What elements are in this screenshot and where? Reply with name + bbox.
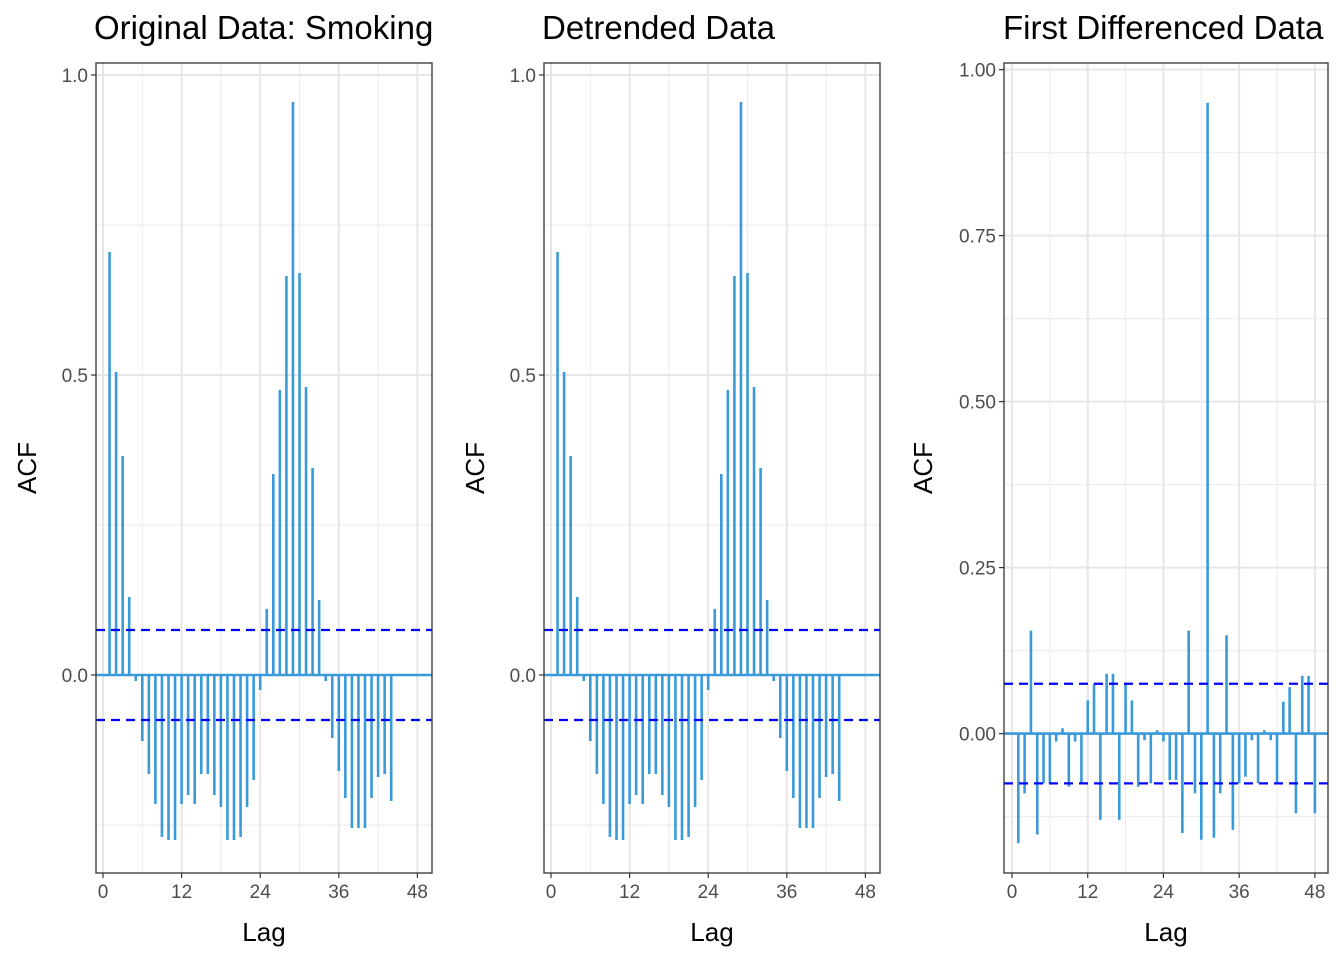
panel-original-data: Original Data: Smoking 0.0 0.5 1.0 0 12 24 36… [12,9,433,947]
y-axis-label: ACF [460,442,490,494]
panel-detrended-data: Detrended Data 0.0 0.5 1.0 0 12 24 36 48 Lag A… [460,9,881,947]
y-tick-label: 0.0 [62,666,88,687]
y-tick-label: 0.25 [959,559,996,580]
y-axis-label: ACF [908,442,938,494]
panel-title: Original Data: Smoking [94,9,433,46]
y-tick-label: 0.5 [62,366,88,387]
plot-panel [544,63,880,873]
y-axis-ticks: 0.00 0.25 0.50 0.75 1.00 [959,61,1004,746]
plot-border [543,62,881,874]
x-tick-label: 0 [98,882,109,903]
y-tick-label: 1.0 [62,66,88,87]
confidence-bounds [1004,682,1328,785]
x-tick-label: 36 [1229,882,1250,903]
y-tick-label: 0.00 [959,725,996,746]
acf-bars [96,102,432,840]
panel-title: First Differenced Data [1003,9,1324,46]
x-axis-label: Lag [1144,917,1187,947]
y-tick-label: 0.75 [959,227,996,248]
x-tick-label: 12 [171,882,192,903]
acf-bars [1004,102,1328,844]
x-tick-label: 36 [328,882,349,903]
x-axis-label: Lag [242,917,285,947]
x-tick-label: 24 [250,882,272,903]
x-tick-label: 12 [619,882,640,903]
confidence-bounds [544,628,880,722]
acf-bars [544,102,880,840]
x-axis-ticks: 0 12 24 36 48 [98,873,428,903]
x-tick-label: 24 [698,882,720,903]
x-tick-label: 48 [1304,882,1325,903]
x-tick-label: 12 [1077,882,1098,903]
y-axis-label: ACF [12,442,42,494]
x-axis-ticks: 0 12 24 36 48 [546,873,876,903]
x-tick-label: 0 [546,882,557,903]
x-tick-label: 36 [776,882,797,903]
y-tick-label: 0.0 [510,666,536,687]
x-axis-ticks: 0 12 24 36 48 [1007,873,1325,903]
x-tick-label: 24 [1153,882,1175,903]
x-tick-label: 48 [855,882,876,903]
y-axis-ticks: 0.0 0.5 1.0 [510,66,544,687]
x-tick-label: 48 [407,882,428,903]
plot-panel [96,63,432,873]
panel-title: Detrended Data [542,9,776,46]
x-tick-label: 0 [1007,882,1018,903]
y-tick-label: 1.00 [959,61,996,82]
y-tick-label: 0.5 [510,366,536,387]
plot-panel [1004,63,1328,873]
plot-border [95,62,433,874]
x-axis-label: Lag [690,917,733,947]
y-axis-ticks: 0.0 0.5 1.0 [62,66,96,687]
confidence-bounds [96,628,432,722]
y-tick-label: 1.0 [510,66,536,87]
plot-border [1003,62,1329,874]
panel-first-differenced-data: First Differenced Data 0.00 0.25 0.50 0.75 1… [908,9,1329,947]
y-tick-label: 0.50 [959,393,996,414]
